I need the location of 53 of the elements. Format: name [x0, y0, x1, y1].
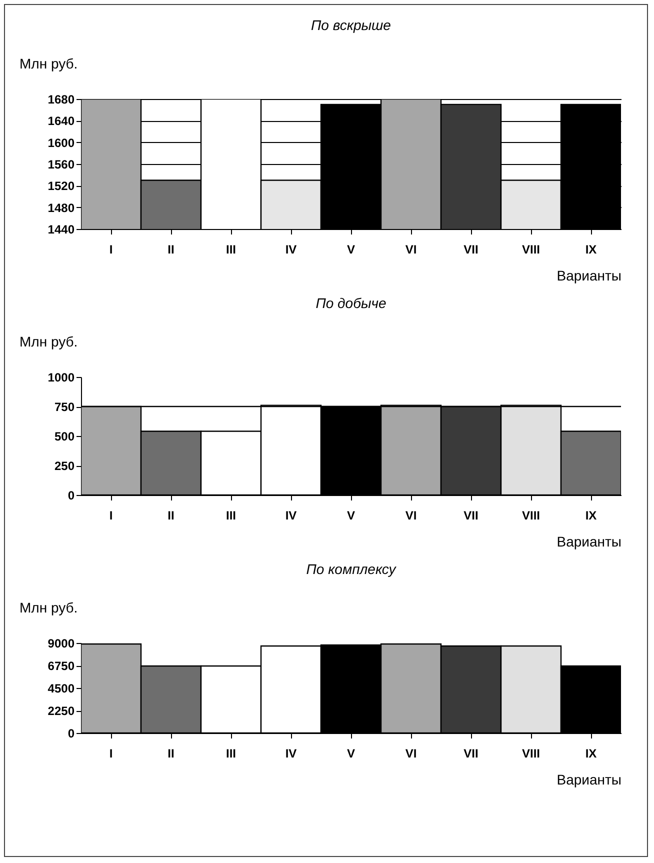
y-axis-title: Млн руб.	[20, 56, 78, 72]
x-tick-label: IV	[285, 508, 297, 522]
y-tick-label: 1640	[48, 114, 75, 128]
x-tick-label: VI	[405, 746, 417, 760]
x-tick-label: VIII	[522, 746, 540, 760]
y-tick-label: 1520	[48, 179, 75, 194]
x-tick-label: III	[226, 508, 236, 522]
y-tick-label: 1000	[48, 370, 75, 384]
x-tick-label: VIII	[522, 508, 540, 522]
x-tick-label: V	[346, 746, 356, 760]
x-tick-label: VII	[464, 242, 478, 256]
chart-title: По вскрыше	[311, 17, 392, 33]
x-tick-label: IV	[285, 242, 297, 256]
x-axis-title: Варианты	[556, 268, 622, 284]
x-tick-label: I	[109, 508, 113, 522]
y-axis-title: Млн руб.	[20, 334, 78, 350]
x-tick-label: V	[346, 508, 356, 522]
x-tick-label: VII	[464, 746, 478, 760]
y-axis-title: Млн руб.	[20, 600, 78, 616]
y-tick-label: 1600	[48, 136, 75, 150]
x-tick-label: II	[168, 746, 174, 760]
y-tick-label: 750	[54, 400, 75, 414]
x-tick-label: IX	[585, 746, 597, 760]
y-tick-label: 250	[54, 459, 75, 473]
x-tick-label: IX	[585, 508, 597, 522]
x-axis-title: Варианты	[556, 772, 622, 788]
y-tick-label: 1480	[48, 200, 75, 215]
x-axis-title: Варианты	[556, 534, 622, 550]
x-tick-label: II	[168, 242, 174, 256]
y-tick-label: 6750	[48, 659, 75, 673]
x-tick-label: II	[168, 508, 174, 522]
x-tick-label: III	[226, 746, 236, 760]
y-tick-label: 2250	[48, 704, 75, 718]
x-tick-label: IV	[285, 746, 297, 760]
x-tick-label: VIII	[522, 242, 540, 256]
x-tick-label: I	[109, 746, 113, 760]
y-tick-label: 4500	[48, 682, 75, 696]
x-tick-label: VI	[405, 242, 417, 256]
y-tick-label: 1680	[48, 92, 75, 106]
x-tick-label: III	[226, 242, 236, 256]
chart-title: По добыче	[316, 295, 386, 311]
y-tick-label: 1560	[48, 158, 75, 172]
y-tick-label: 0	[68, 488, 75, 502]
y-tick-label: 0	[68, 726, 75, 740]
x-tick-label: VI	[405, 508, 417, 522]
y-tick-label: 9000	[48, 636, 75, 650]
y-tick-label: 500	[54, 430, 75, 444]
x-tick-label: IX	[585, 242, 597, 256]
x-tick-label: VII	[464, 508, 478, 522]
x-tick-label: V	[346, 242, 356, 256]
y-tick-label: 1440	[48, 222, 75, 236]
x-tick-label: I	[109, 242, 113, 256]
chart-title: По комплексу	[306, 561, 397, 577]
